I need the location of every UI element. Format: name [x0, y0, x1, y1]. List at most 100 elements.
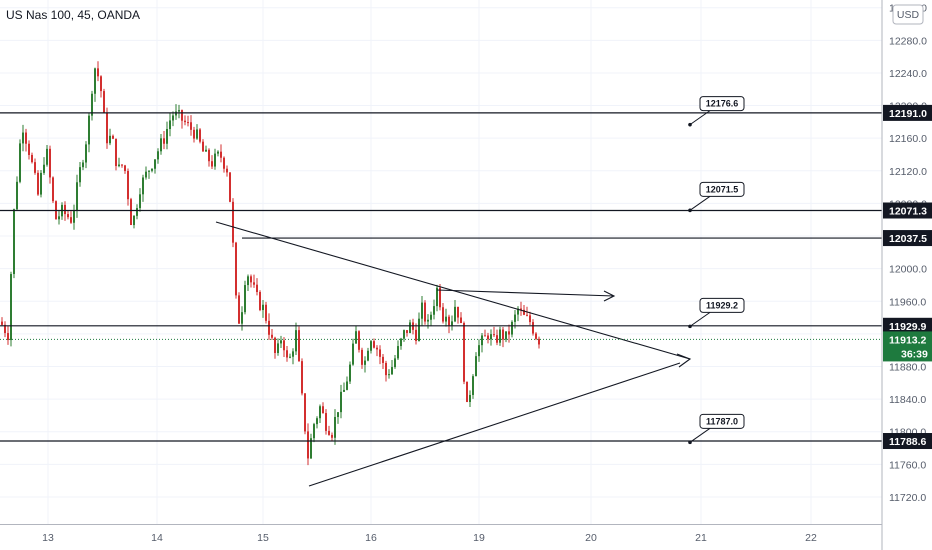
candle-body [439, 287, 441, 308]
candle-body [400, 338, 402, 347]
last-price-tag [883, 331, 932, 362]
candle-body [436, 287, 438, 307]
y-tick-label: 12240.0 [889, 68, 927, 80]
y-tick-label: 11840.0 [889, 394, 926, 406]
candle-body [322, 406, 324, 414]
apex-arrowhead [676, 353, 692, 368]
candle-body [13, 209, 15, 275]
candle-body [97, 68, 99, 77]
candle-body [136, 208, 138, 216]
breakout-arrow-line[interactable] [436, 289, 615, 297]
candle-body [190, 122, 192, 130]
candle-body [499, 329, 501, 343]
candle-body [286, 350, 288, 358]
candle-body [289, 356, 291, 358]
candle-body [394, 358, 396, 368]
candle-body [199, 129, 201, 142]
candle-body [427, 319, 429, 322]
y-tick-label: 12000.0 [889, 264, 927, 276]
candle-body [127, 170, 129, 200]
level-axis-tag [883, 230, 932, 247]
candle-body [169, 120, 171, 130]
candle-body [361, 349, 363, 365]
candle-body [274, 337, 276, 354]
candle-body [337, 412, 339, 417]
triangle-lower-trendline[interactable] [308, 362, 681, 487]
candle-body [358, 331, 360, 350]
candle-body [46, 148, 48, 165]
candle-body [145, 171, 147, 178]
candle-body [250, 276, 252, 283]
candle-body [313, 424, 315, 439]
candle-body [31, 154, 33, 163]
callout-label: 12176.6 [706, 99, 739, 109]
currency-button[interactable]: USD [892, 4, 924, 25]
candle-body [205, 149, 207, 152]
price-callout[interactable]: 12071.5 [688, 181, 745, 213]
candle-body [307, 431, 309, 459]
candle-body [259, 291, 261, 311]
candle-body [355, 331, 357, 344]
candle-body [19, 143, 21, 182]
candle-body [514, 314, 516, 322]
level-axis-tag [883, 202, 932, 219]
level-axis-label: 12191.0 [889, 108, 927, 120]
candle-body [214, 153, 216, 167]
candle-body [442, 307, 444, 322]
x-tick-label: 13 [42, 532, 54, 544]
candle-body [304, 393, 306, 432]
last-price-label: 11913.2 [889, 334, 927, 346]
candle-body [73, 210, 75, 223]
candle-body [247, 276, 249, 286]
candle-body [508, 331, 510, 335]
candle-body [295, 330, 297, 352]
y-tick-label: 12280.0 [889, 35, 927, 47]
x-tick-label: 15 [257, 532, 269, 544]
candle-body [433, 306, 435, 315]
candle-body [409, 322, 411, 333]
candle-body [253, 282, 255, 285]
candle-body [226, 168, 228, 173]
callout-label: 12071.5 [706, 184, 739, 194]
level-axis-tag [883, 317, 932, 334]
candle-body [505, 331, 507, 340]
candle-body [511, 321, 513, 335]
candle-body [415, 329, 417, 341]
price-callout[interactable]: 12176.6 [688, 96, 745, 127]
price-callout[interactable]: 11929.2 [688, 297, 745, 329]
candle-body [148, 170, 150, 172]
candle-body [109, 135, 111, 144]
candle-body [466, 381, 468, 402]
candle-body [94, 68, 96, 94]
candle-body [370, 341, 372, 351]
candle-body [244, 285, 246, 313]
candle-body [139, 194, 141, 209]
candle-body [397, 346, 399, 359]
price-axis[interactable]: 11720.011760.011800.011840.011880.011920… [881, 0, 932, 550]
candle-body [58, 216, 60, 220]
price-callout[interactable]: 11787.0 [688, 413, 745, 445]
y-tick-label: 11760.0 [889, 459, 926, 471]
candle-body [40, 172, 42, 195]
candle-body [112, 135, 114, 139]
x-tick-label: 14 [151, 532, 163, 544]
candle-body [484, 335, 486, 337]
candle-body [406, 330, 408, 333]
candle-body [316, 418, 318, 425]
candle-body [163, 138, 165, 144]
candle-body [325, 413, 327, 431]
x-tick-label: 21 [695, 532, 707, 544]
candle-body [364, 360, 366, 365]
candle-body [463, 323, 465, 382]
y-tick-label: 12120.0 [889, 166, 927, 178]
candle-body [379, 349, 381, 357]
level-axis-label: 11788.6 [889, 436, 927, 448]
candle-body [16, 181, 18, 210]
x-tick-label: 16 [365, 532, 377, 544]
candle-body [196, 129, 198, 139]
time-axis[interactable]: 13 14 15 16 19 20 21 22 [0, 524, 882, 545]
candle-body [424, 302, 426, 322]
candle-body [202, 141, 204, 152]
candle-body [292, 351, 294, 357]
